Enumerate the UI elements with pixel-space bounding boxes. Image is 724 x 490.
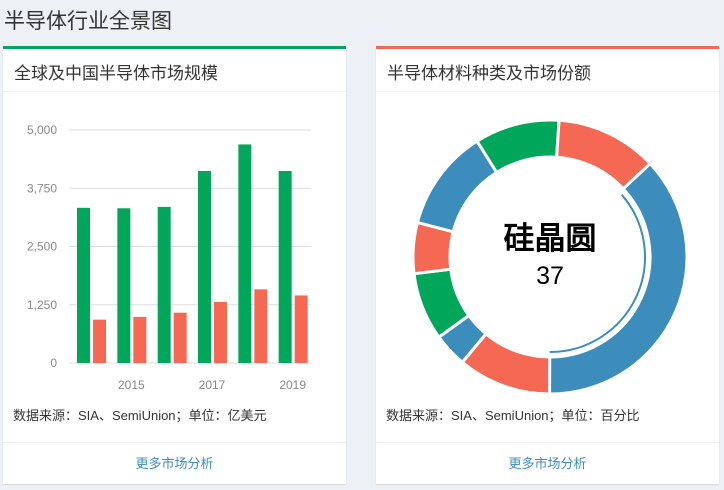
data-source: 数据来源：SIA、SemiUnion；单位：亿美元 [13,408,267,423]
y-tick-label: 1,250 [27,298,57,312]
bar-2019-1 [294,295,308,363]
bar-chart: 0 1,250 2,500 3,750 5,000 2015 2017 2019 [27,123,311,392]
y-tick-label: 3,750 [27,181,57,195]
y-tick-label: 5,000 [27,123,57,137]
x-tick-label: 2015 [118,378,145,392]
donut-slice [555,118,653,191]
bar-2014-1 [93,319,106,363]
bar-2016-0 [157,206,171,363]
bar-2019-0 [278,171,292,363]
x-tick-label: 2019 [279,378,306,392]
center-value: 37 [536,262,564,290]
more-analysis-link[interactable]: 更多市场分析 [3,442,346,485]
bar-2017-1 [214,301,227,363]
donut-highlight-ring [549,194,646,353]
bar-2015-0 [117,208,131,363]
bar-2014-0 [77,207,90,363]
bar-2017-0 [198,171,211,363]
page-title: 半导体行业全景图 [4,10,172,33]
bar-2018-0 [238,144,252,363]
bar-2015-1 [133,316,147,363]
x-tick-label: 2017 [199,378,226,392]
card-title: 全球及中国半导体市场规模 [3,49,346,92]
bar-2016-1 [173,312,187,363]
y-tick-label: 2,500 [27,240,57,254]
data-source: 数据来源：SIA、SemiUnion；单位：百分比 [386,408,640,423]
donut-slice [548,161,689,396]
material-share-card: 半导体材料种类及市场份额 硅晶圆 37 数据来源：SIA、SemiUnion；单位… [376,46,719,484]
market-size-card: 全球及中国半导体市场规模 0 1,250 2,500 3,750 5,000 2015 20… [3,46,346,484]
center-label: 硅晶圆 [504,221,597,256]
card-title: 半导体材料种类及市场份额 [376,49,719,92]
y-tick-label: 0 [50,356,57,370]
more-analysis-link[interactable]: 更多市场分析 [376,442,719,485]
bar-2018-1 [254,289,268,363]
donut-chart: 硅晶圆 37 [411,118,689,396]
